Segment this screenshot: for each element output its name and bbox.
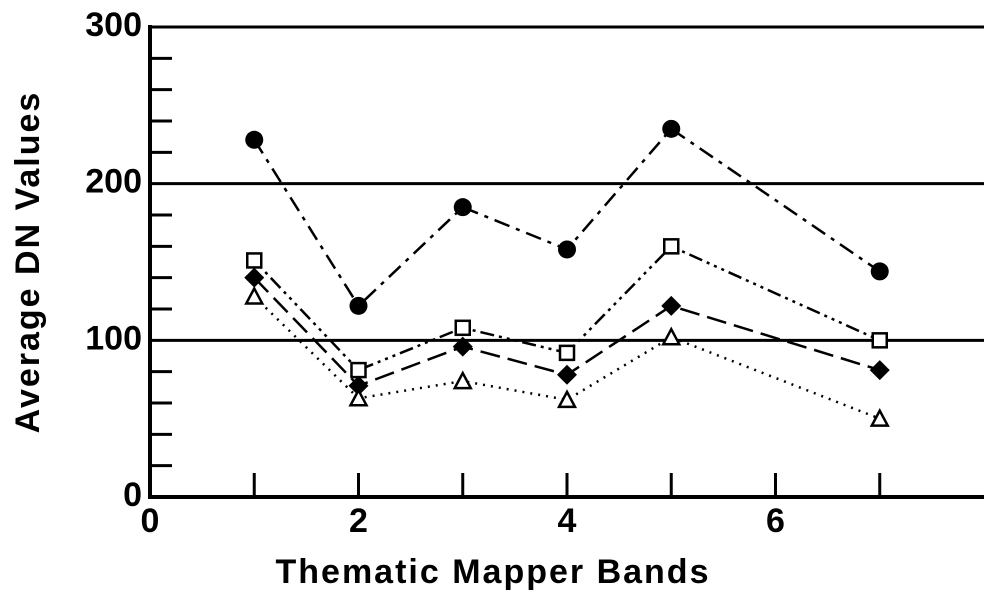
marker bbox=[556, 389, 578, 409]
y-tick-label: 100 bbox=[85, 319, 142, 357]
series-line bbox=[253, 276, 881, 388]
marker bbox=[869, 408, 890, 427]
series-line bbox=[253, 244, 881, 372]
marker bbox=[454, 319, 471, 337]
marker bbox=[244, 267, 265, 288]
marker bbox=[869, 360, 890, 381]
marker bbox=[452, 336, 473, 357]
marker bbox=[452, 370, 473, 390]
x-axis-label: Thematic Mapper Bands bbox=[276, 553, 711, 590]
series-line bbox=[253, 127, 881, 308]
marker bbox=[244, 285, 265, 305]
series-line bbox=[253, 295, 881, 420]
marker bbox=[661, 326, 682, 346]
marker bbox=[661, 295, 682, 316]
x-tick-label: 2 bbox=[349, 502, 368, 540]
marker bbox=[662, 119, 681, 138]
y-tick-label: 200 bbox=[85, 163, 142, 201]
marker bbox=[348, 375, 369, 396]
marker bbox=[348, 387, 369, 407]
x-tick-label: 4 bbox=[558, 502, 577, 540]
y-tick-label: 0 bbox=[123, 476, 142, 514]
marker bbox=[558, 240, 576, 259]
x-tick-label: 6 bbox=[766, 502, 785, 540]
marker bbox=[558, 344, 576, 362]
y-tick-label: 300 bbox=[85, 6, 142, 44]
y-axis-label: Average DN Values bbox=[9, 91, 47, 434]
marker bbox=[557, 364, 577, 385]
marker bbox=[246, 252, 263, 269]
marker bbox=[349, 296, 368, 315]
marker bbox=[870, 262, 889, 281]
marker bbox=[453, 198, 472, 217]
marker bbox=[245, 130, 264, 149]
marker bbox=[871, 332, 888, 349]
marker bbox=[663, 238, 680, 255]
marker bbox=[350, 361, 367, 379]
x-tick-label: 0 bbox=[141, 502, 160, 540]
